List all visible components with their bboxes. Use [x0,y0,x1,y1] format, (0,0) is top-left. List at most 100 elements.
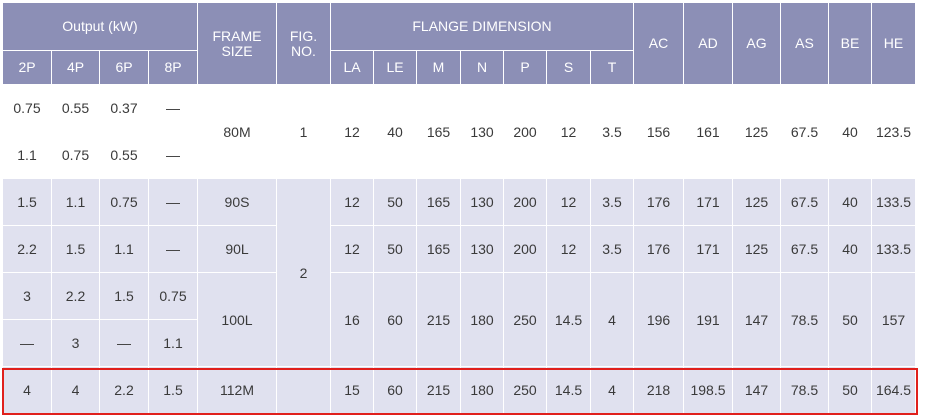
col-s-header: S [546,50,591,85]
output-8p-cell: — [148,178,198,226]
col-n-header: N [460,50,504,85]
fig-no-cell: 1 [276,84,331,179]
n-cell: 180 [460,366,504,414]
output-4p-cell: 2.2 [51,272,100,320]
ac-cell: 218 [633,366,684,414]
table-row: — 3 — 1.1 [2,319,916,367]
frame-size-cell: 90L [197,225,277,273]
table-row: 3 2.2 1.5 0.75 100L 16 60 215 180 250 14… [2,272,916,367]
output-2p-cell: — [2,319,52,367]
fig-no-cell: 2 [276,178,331,367]
table-row: 1.5 1.1 0.75 — 90S 2 12 50 165 130 200 1… [2,178,916,367]
he-cell: 164.5 [871,366,916,414]
p-cell: 250 [503,366,547,414]
output-8p-cell: 1.1 [148,319,198,367]
col-be-header: BE [828,2,872,85]
as-cell: 78.5 [780,272,829,367]
output-2p-cell: 1.5 [2,178,52,226]
le-cell: 60 [373,366,417,414]
he-cell: 157 [871,272,916,367]
output-8p-cell: — [148,84,198,132]
m-cell: 215 [416,272,461,367]
table-row: 0.75 0.55 0.37 — 80M 1 12 40 165 130 200… [2,84,916,179]
be-cell: 40 [828,178,872,226]
frame-size-cell: 100L [197,272,277,367]
m-cell: 215 [416,366,461,414]
output-4p-cell: 0.75 [51,131,100,179]
ag-cell: 125 [732,84,781,179]
output-6p-cell: 1.1 [99,225,149,273]
col-4p-header: 4P [51,50,100,85]
m-cell: 165 [416,84,461,179]
table-row: 2.2 1.5 1.1 — 90L 12 50 165 130 200 12 3… [2,225,916,273]
ad-cell: 171 [683,178,733,226]
ag-cell: 125 [732,178,781,226]
le-cell: 40 [373,84,417,179]
ag-cell: 147 [732,366,781,414]
he-cell: 133.5 [871,225,916,273]
be-cell: 50 [828,272,872,367]
as-cell: 67.5 [780,225,829,273]
output-2p-cell: 1.1 [2,131,52,179]
output-6p-cell: 1.5 [99,272,149,320]
be-cell: 50 [828,366,872,414]
la-cell: 12 [330,84,374,179]
fig-no-cell [276,366,331,414]
output-8p-cell: — [148,225,198,273]
output-6p-cell: — [99,319,149,367]
table-row: 1.1 0.75 0.55 — [2,131,916,179]
output-6p-cell: 0.55 [99,131,149,179]
t-cell: 3.5 [590,84,634,179]
col-ag-header: AG [732,2,781,85]
frame-size-cell: 80M [197,84,277,179]
p-cell: 250 [503,272,547,367]
n-cell: 130 [460,84,504,179]
ad-cell: 191 [683,272,733,367]
col-le-header: LE [373,50,417,85]
la-cell: 16 [330,272,374,367]
le-cell: 50 [373,178,417,226]
s-cell: 12 [546,225,591,273]
frame-size-cell: 112M [197,366,277,414]
output-8p-cell: — [148,131,198,179]
p-cell: 200 [503,178,547,226]
frame-size-header-line1: FRAME [212,27,262,44]
fig-no-header: FIG. NO. [276,2,331,85]
output-6p-cell: 0.37 [99,84,149,132]
output-2p-cell: 2.2 [2,225,52,273]
ac-cell: 156 [633,84,684,179]
ad-cell: 171 [683,225,733,273]
col-ac-header: AC [633,2,684,85]
flange-dimension-table: Output (kW) FRAME SIZE FIG. NO. FLANGE DIM… [2,2,916,414]
as-cell: 78.5 [780,366,829,414]
p-cell: 200 [503,84,547,179]
ac-cell: 176 [633,178,684,226]
as-cell: 67.5 [780,84,829,179]
t-cell: 4 [590,272,634,367]
be-cell: 40 [828,225,872,273]
output-4p-cell: 1.5 [51,225,100,273]
output-4p-cell: 3 [51,319,100,367]
flange-dimension-header: FLANGE DIMENSION [330,2,634,51]
fig-no-header-line1: FIG. [289,27,318,44]
s-cell: 14.5 [546,366,591,414]
ag-cell: 147 [732,272,781,367]
col-t-header: T [590,50,634,85]
n-cell: 130 [460,225,504,273]
ac-cell: 176 [633,225,684,273]
be-cell: 40 [828,84,872,179]
he-cell: 133.5 [871,178,916,226]
col-8p-header: 8P [148,50,198,85]
ad-cell: 161 [683,84,733,179]
output-4p-cell: 0.55 [51,84,100,132]
m-cell: 165 [416,225,461,273]
frame-size-header: FRAME SIZE [197,2,277,85]
n-cell: 130 [460,178,504,226]
ac-cell: 196 [633,272,684,367]
fig-no-header-line2: NO. [291,42,316,59]
output-4p-cell: 4 [51,366,100,414]
m-cell: 165 [416,178,461,226]
he-cell: 123.5 [871,84,916,179]
la-cell: 12 [330,178,374,226]
ad-cell: 198.5 [683,366,733,414]
